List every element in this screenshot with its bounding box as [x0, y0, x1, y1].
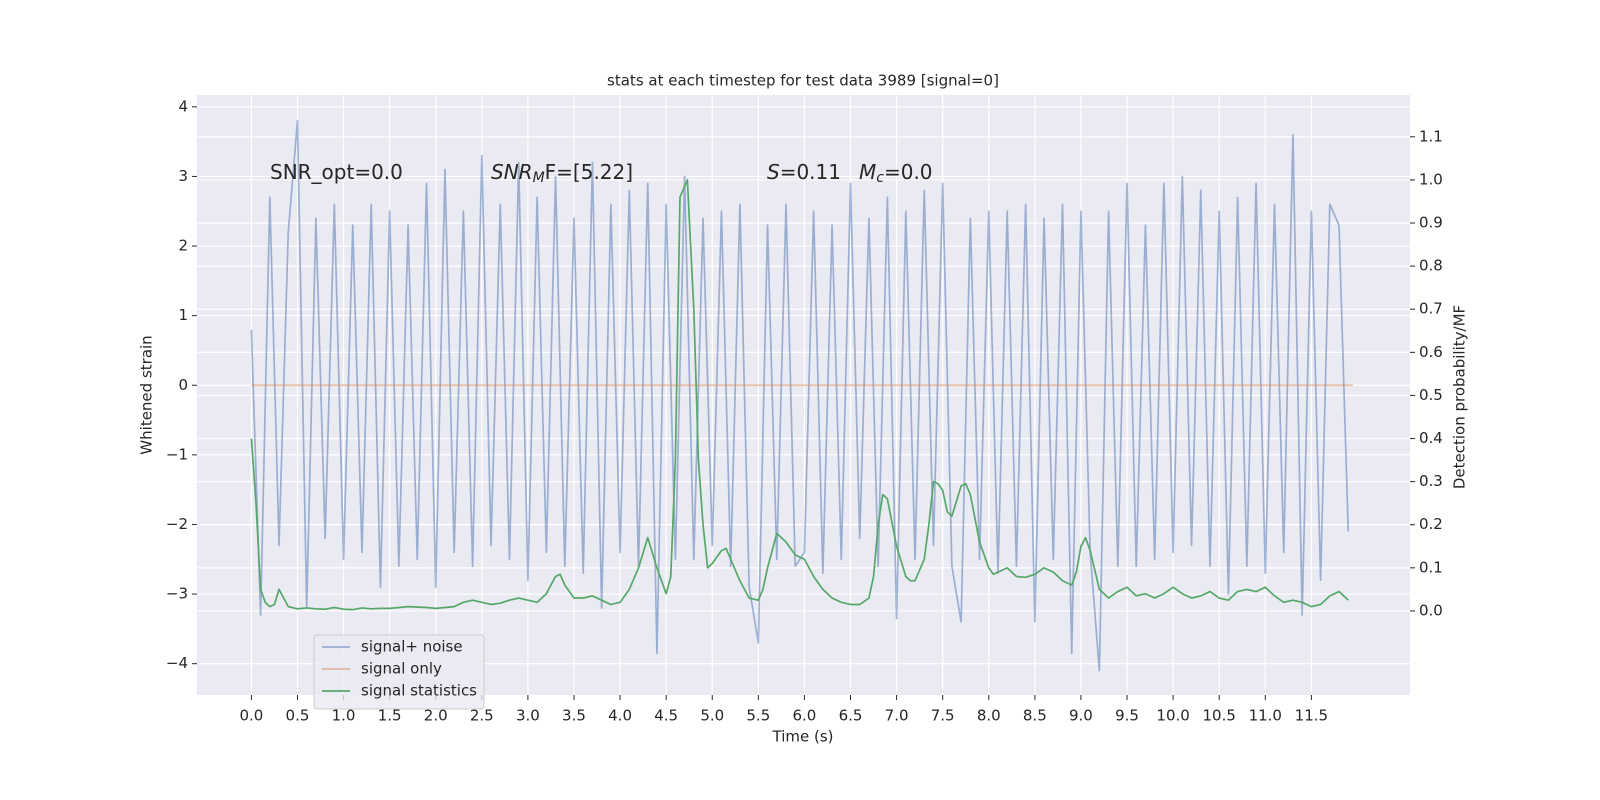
y-tick-label: 2 — [178, 237, 188, 255]
annotation-part: SNR — [491, 160, 533, 184]
x-tick-label: 4.5 — [654, 707, 678, 725]
y2-tick-label: 0.2 — [1419, 515, 1443, 533]
y2-axis-label: Detection probability/MF — [1451, 305, 1469, 489]
x-axis-label: Time (s) — [772, 728, 834, 746]
x-tick-label: 11.0 — [1249, 707, 1282, 725]
y2-tick-label: 0.1 — [1419, 558, 1443, 576]
overlay: SNR_opt=0.0 SNRMF=[5.22] S=0.11 Mc=0.0signa… — [270, 160, 933, 710]
y-tick-label: 0 — [178, 376, 188, 394]
series-line — [250, 179, 1349, 611]
y2-tick-label: 1.1 — [1419, 127, 1443, 145]
y-tick-label: −4 — [166, 654, 188, 672]
x-tick-label: 9.5 — [1115, 707, 1139, 725]
x-tick-label: 9.0 — [1069, 707, 1093, 725]
annotation-part: M — [533, 170, 545, 186]
y-tick-label: −2 — [166, 515, 188, 533]
x-tick-label: 10.0 — [1156, 707, 1189, 725]
x-tick-label: 10.5 — [1202, 707, 1235, 725]
y-axis-label: Whitened strain — [138, 335, 156, 454]
x-tick-label: 8.0 — [977, 707, 1001, 725]
y-tick-label: 3 — [178, 167, 188, 185]
annotation-part: =0.0 — [884, 160, 933, 184]
y2-tick-label: 0.6 — [1419, 343, 1443, 361]
grid: 0.0 0.5 1.0 1.5 2.0 2.5 3.0 3.5 4.0 4.5 5.0 5.5 6.0 6… — [166, 95, 1443, 725]
legend-label: signal+ noise — [361, 638, 463, 656]
annotation: S=0.11 — [767, 160, 841, 184]
annotation-part: F=[5.22] — [545, 160, 633, 184]
legend-box — [313, 634, 485, 710]
annotation-part: S — [767, 160, 780, 184]
x-tick-label: 3.5 — [562, 707, 586, 725]
annotation: SNR_opt=0.0 — [270, 160, 403, 184]
y2-tick-label: 0.0 — [1419, 601, 1443, 619]
x-tick-label: 1.5 — [378, 707, 402, 725]
x-tick-label: 8.5 — [1023, 707, 1047, 725]
y2-tick-label: 0.9 — [1419, 214, 1443, 232]
x-tick-label: 4.0 — [608, 707, 632, 725]
y-tick-label: 1 — [178, 306, 188, 324]
y2-tick-label: 0.5 — [1419, 386, 1443, 404]
marks — [250, 119, 1353, 672]
annotation-part: c — [876, 170, 884, 186]
x-tick-label: 0.5 — [286, 707, 310, 725]
y-tick-label: −3 — [166, 585, 188, 603]
y-tick-label: 4 — [178, 97, 188, 115]
x-tick-label: 11.5 — [1295, 707, 1328, 725]
annotation: SNRMF=[5.22] — [491, 160, 633, 187]
legend-label: signal only — [361, 660, 442, 678]
x-tick-label: 2.0 — [424, 707, 448, 725]
x-tick-label: 5.5 — [746, 707, 770, 725]
annotation-part: M — [859, 160, 876, 184]
x-tick-label: 6.5 — [839, 707, 863, 725]
x-tick-label: 5.0 — [700, 707, 724, 725]
y2-tick-label: 0.8 — [1419, 257, 1443, 275]
x-tick-label: 7.0 — [885, 707, 909, 725]
x-tick-label: 6.0 — [792, 707, 816, 725]
annotation-part: =0.11 — [780, 160, 841, 184]
annotation: Mc=0.0 — [859, 160, 933, 187]
x-tick-label: 1.0 — [332, 707, 356, 725]
y2-tick-label: 1.0 — [1419, 170, 1443, 188]
y2-tick-label: 0.4 — [1419, 429, 1443, 447]
y-tick-label: −1 — [166, 445, 188, 463]
chart-title: stats at each timestep for test data 398… — [607, 72, 999, 90]
x-tick-label: 2.5 — [470, 707, 494, 725]
x-tick-label: 3.0 — [516, 707, 540, 725]
y2-tick-label: 0.7 — [1419, 300, 1443, 318]
x-tick-label: 7.5 — [931, 707, 955, 725]
annotation-part: SNR_opt=0.0 — [270, 160, 403, 184]
series-line — [250, 119, 1350, 672]
y2-tick-label: 0.3 — [1419, 472, 1443, 490]
legend-label: signal statistics — [361, 682, 477, 700]
x-tick-label: 0.0 — [239, 707, 263, 725]
